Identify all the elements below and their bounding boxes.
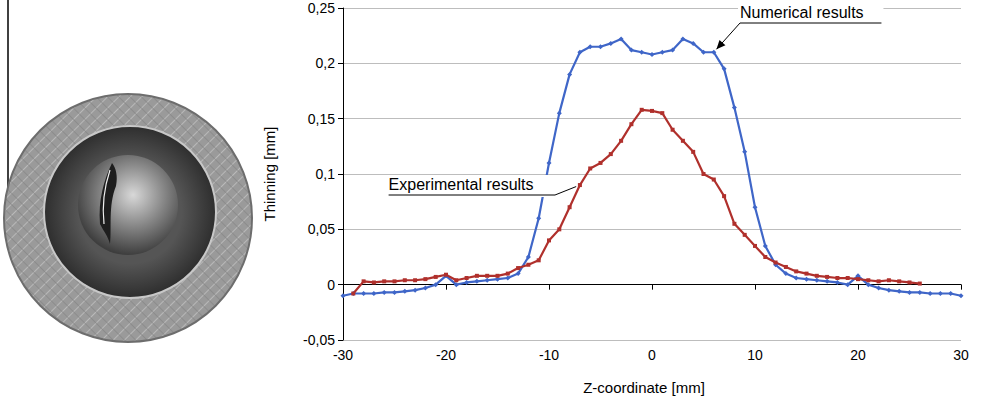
svg-text:Z-coordinate [mm]: Z-coordinate [mm] <box>583 379 705 396</box>
svg-text:10: 10 <box>747 347 763 363</box>
svg-text:0: 0 <box>648 347 656 363</box>
svg-text:Experimental results: Experimental results <box>389 176 534 193</box>
svg-text:-30: -30 <box>333 347 353 363</box>
svg-text:0: 0 <box>327 277 335 293</box>
svg-text:Thinning [mm]: Thinning [mm] <box>261 126 278 221</box>
svg-text:30: 30 <box>953 347 969 363</box>
svg-text:0,25: 0,25 <box>308 0 335 16</box>
svg-text:20: 20 <box>850 347 866 363</box>
svg-text:Numerical results: Numerical results <box>740 4 864 21</box>
svg-text:0,1: 0,1 <box>316 166 336 182</box>
svg-text:0,05: 0,05 <box>308 221 335 237</box>
svg-text:0,2: 0,2 <box>316 55 336 71</box>
svg-text:-20: -20 <box>436 347 456 363</box>
svg-text:0,15: 0,15 <box>308 111 335 127</box>
svg-text:-0,05: -0,05 <box>303 332 335 348</box>
svg-text:-10: -10 <box>539 347 559 363</box>
